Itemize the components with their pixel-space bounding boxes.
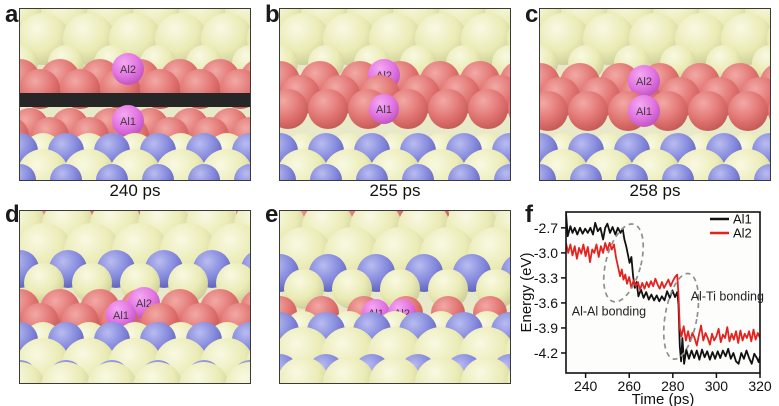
atom-label: Al2	[120, 64, 136, 76]
caption-c: 258 ps	[629, 181, 681, 200]
x-axis-tick-label: 280	[661, 378, 685, 394]
x-axis-title: Time (ps)	[632, 391, 695, 406]
atom-label: Al2	[636, 76, 652, 88]
panel-letter-a: a	[5, 1, 19, 28]
x-axis-tick-label: 300	[705, 378, 729, 394]
al1-series-line	[566, 212, 760, 365]
atom-label: Al1	[636, 106, 652, 118]
panel-a: a Al2 Al1 240 ps	[0, 0, 260, 200]
yellow-sphere-row	[280, 357, 510, 383]
x-axis-tick-label: 260	[618, 378, 642, 394]
al2-atom: Al2	[112, 53, 144, 85]
snapshot-a: Al2 Al1	[19, 8, 251, 181]
y-axis-tick-label: -3.0	[534, 245, 558, 261]
vacuum-gap-band	[20, 93, 250, 107]
atom-label: Al1	[120, 116, 136, 128]
red-sphere-row	[540, 91, 770, 131]
al1-atom: Al1	[628, 95, 660, 127]
atom-label: Al1	[376, 104, 392, 116]
blue-sphere-row	[540, 164, 770, 180]
snapshot-c: Al2 Al1	[539, 8, 771, 181]
plot-area	[566, 212, 760, 373]
panel-f: f 240 260 280 300 320 -2.7 -3.0 -3.3 -3.6 -3.9 -4.…	[520, 200, 779, 406]
al1-atom: Al1	[369, 94, 399, 124]
x-axis-tick-label: 240	[574, 378, 598, 394]
plot-frame	[565, 211, 761, 374]
panel-letter-b: b	[265, 1, 280, 28]
panel-letter-d: d	[5, 201, 20, 228]
bonding-highlight-ellipse-2	[662, 272, 700, 360]
x-axis-tick-label: 320	[748, 378, 772, 394]
y-axis-tick-label: -4.2	[534, 345, 558, 361]
panel-letter-e: e	[265, 201, 279, 228]
caption-b: 255 ps	[369, 181, 421, 200]
atom-label: Al1	[113, 310, 129, 322]
yellow-sphere-row	[284, 269, 510, 309]
blue-sphere-row	[280, 164, 510, 180]
al1-atom: Al1	[112, 105, 144, 137]
legend-label-al2: Al2	[733, 226, 752, 241]
legend-label-al1: Al1	[733, 212, 752, 227]
annotation-2: Al-Ti bonding	[691, 289, 764, 303]
panel-c: c Al2 Al1 258 ps	[520, 0, 779, 200]
y-axis-tick-label: -3.3	[534, 270, 558, 286]
al2-series-line	[566, 242, 760, 347]
energy-time-chart: 240 260 280 300 320 -2.7 -3.0 -3.3 -3.6 -3.9 -4.2 T…	[520, 200, 779, 406]
y-axis-tick-label: -2.7	[534, 220, 558, 236]
al2-atom: Al2	[628, 65, 660, 97]
y-axis-tick-label: -3.9	[534, 320, 558, 336]
y-axis-tick-label: -3.6	[534, 295, 558, 311]
panel-letter-f: f	[525, 201, 533, 228]
panel-letter-c: c	[525, 1, 539, 28]
caption-a: 240 ps	[109, 181, 161, 200]
annotation-1: Al-Al bonding	[572, 304, 646, 318]
snapshot-d: Al2 Al1	[19, 210, 251, 384]
atom-label: Al2	[136, 298, 152, 310]
yellow-sphere-row	[20, 362, 250, 383]
blue-sphere-row	[20, 164, 250, 180]
y-axis-title: Energy (eV)	[520, 252, 535, 332]
